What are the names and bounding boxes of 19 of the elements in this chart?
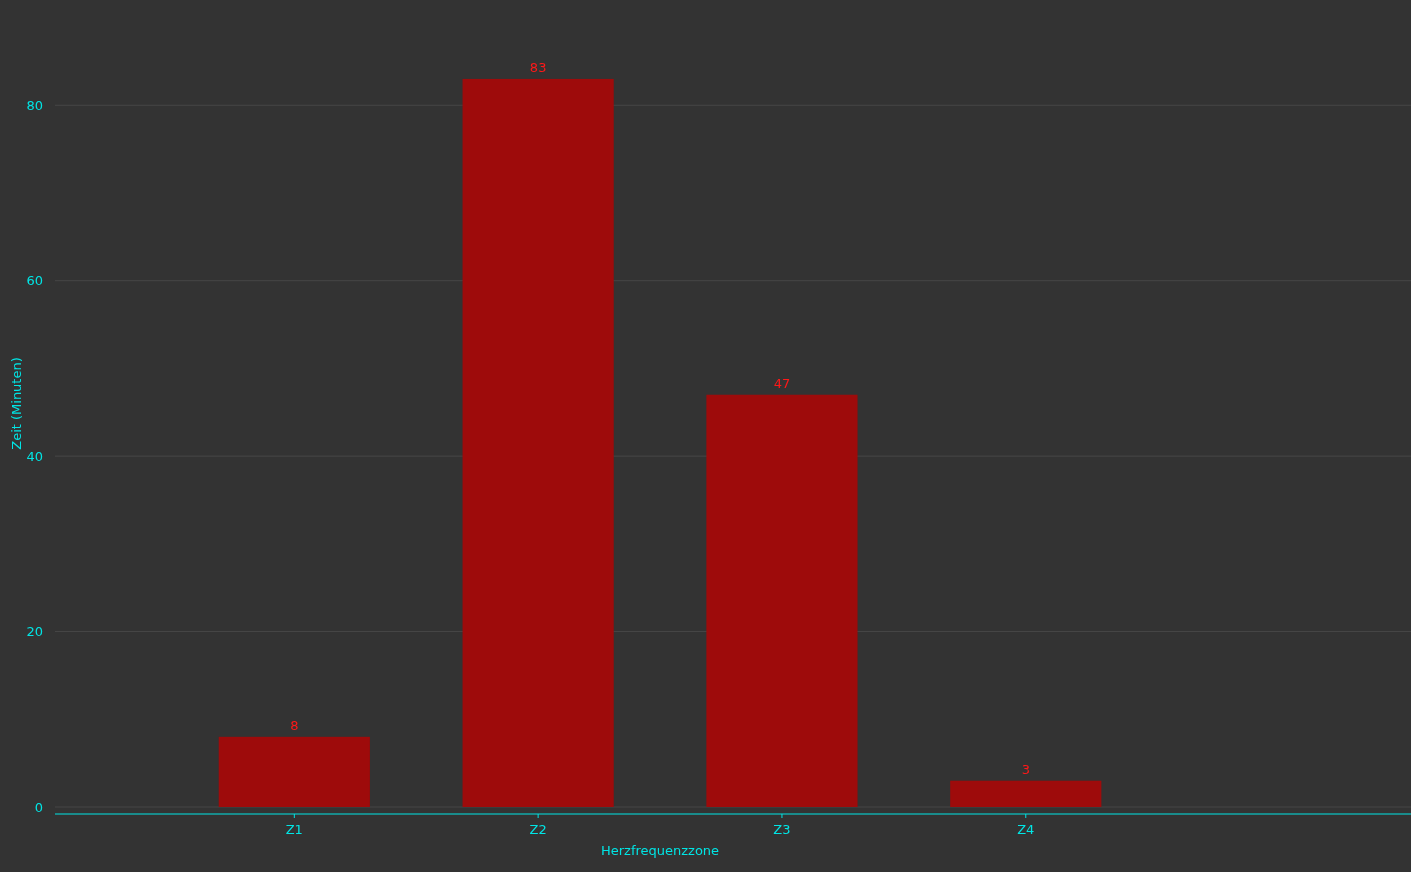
y-tick-label: 0 (34, 799, 43, 815)
y-axis-title: Zeit (Minuten) (9, 357, 24, 450)
x-tick-label: Z1 (285, 822, 303, 837)
x-tick-label: Z2 (529, 822, 547, 837)
data-label: 8 (290, 717, 299, 733)
x-tick-label: Z4 (1017, 822, 1035, 837)
y-tick-label: 60 (26, 273, 43, 289)
data-label: 83 (529, 59, 547, 75)
x-tick-label: Z3 (773, 822, 791, 837)
bar (706, 394, 858, 807)
y-tick-label: 80 (26, 97, 43, 113)
bar (218, 736, 370, 807)
x-axis-title: Herzfrequenzzone (600, 843, 720, 858)
bar (462, 78, 614, 807)
data-label: 47 (773, 375, 791, 391)
bar (950, 780, 1102, 807)
data-label: 3 (1021, 761, 1030, 777)
y-tick-label: 40 (26, 448, 43, 464)
y-tick-label: 20 (26, 624, 43, 640)
